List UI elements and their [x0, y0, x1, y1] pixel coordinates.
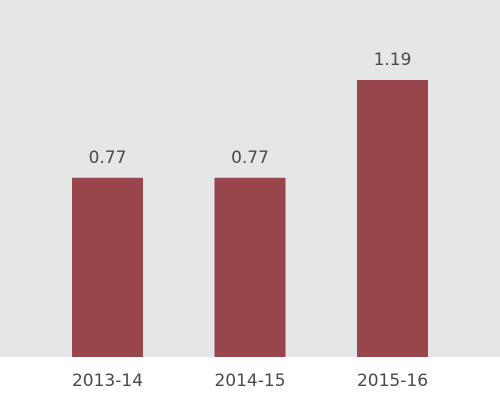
bar — [72, 177, 143, 357]
x-tick-label: 2013-14 — [72, 371, 143, 391]
value-label: 1.19 — [374, 50, 412, 70]
value-label: 0.77 — [89, 148, 127, 168]
bar — [357, 80, 428, 357]
x-tick-label: 2015-16 — [357, 371, 428, 391]
x-tick-label: 2014-15 — [214, 371, 285, 391]
bar — [214, 177, 286, 357]
value-label: 0.77 — [231, 148, 269, 168]
